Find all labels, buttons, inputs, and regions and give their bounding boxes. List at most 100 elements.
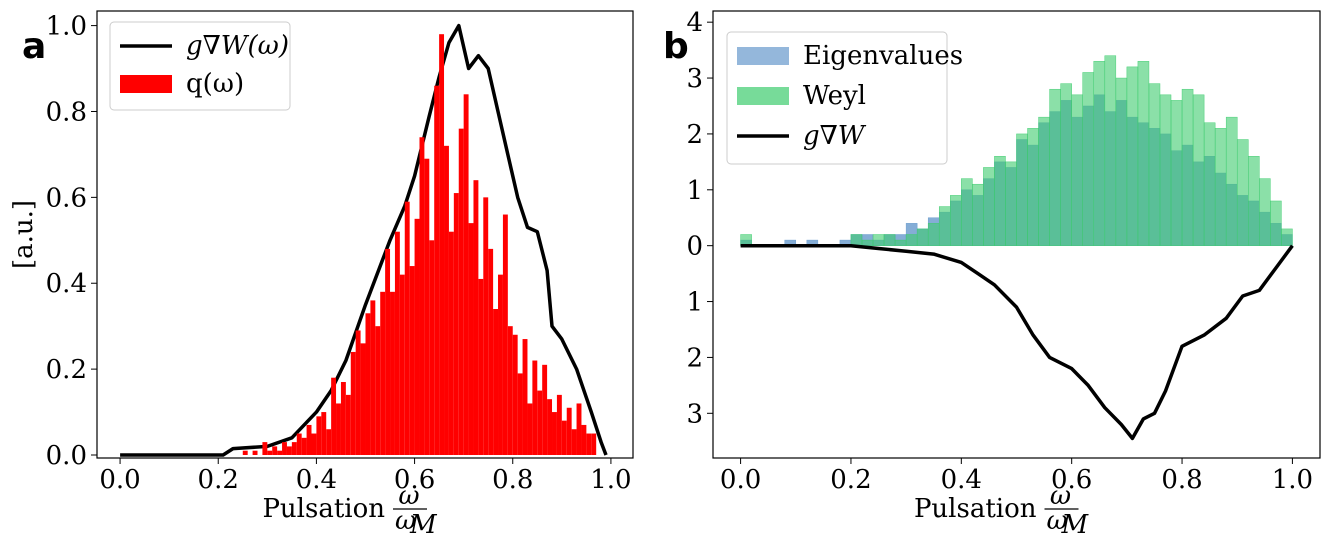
histogram-bar: [1203, 122, 1216, 246]
histogram-bar: [927, 223, 940, 246]
histogram-bar: [380, 291, 386, 455]
y-tick-label: 0.6: [46, 183, 87, 213]
x-tick-label: 1.0: [1272, 465, 1313, 495]
legend-label: q(ω): [186, 69, 244, 99]
histogram-bar: [1137, 61, 1150, 246]
y-tick-label: 2: [686, 343, 703, 373]
histogram-bar: [399, 274, 405, 455]
histogram-bar: [1248, 156, 1260, 246]
y-tick-label: 0.0: [46, 441, 87, 471]
y-tick-label: 0: [686, 232, 703, 262]
x-tick-label: 0.4: [941, 465, 982, 495]
histogram-bar: [458, 128, 464, 455]
histogram-bar: [1016, 133, 1028, 246]
legend-swatch: [737, 47, 789, 65]
legend-label: Weyl: [803, 81, 866, 111]
y-tick-label: 0.4: [46, 269, 87, 299]
histogram-bar: [493, 309, 499, 455]
histogram-bar: [850, 234, 863, 246]
histogram-bar: [1236, 139, 1249, 246]
histogram-bar: [375, 326, 381, 455]
x-tick-label: 0.6: [394, 465, 435, 495]
histogram-bar: [983, 167, 995, 246]
histogram-bar: [861, 239, 874, 246]
y-tick-label: 0.8: [46, 97, 87, 127]
histogram-bar: [355, 330, 361, 455]
histogram-bar: [517, 373, 523, 455]
histogram-bar: [1181, 88, 1194, 246]
histogram-bar: [434, 85, 440, 455]
x-tick-label: 0.4: [296, 465, 337, 495]
histogram-bar: [414, 218, 420, 455]
histogram-bar: [453, 193, 459, 455]
histogram-bar: [306, 424, 312, 455]
histogram-bar: [252, 450, 258, 455]
histogram-bar: [262, 442, 268, 455]
histogram-bar: [905, 234, 918, 246]
histogram-bar: [1281, 228, 1293, 246]
histogram-bar: [488, 248, 494, 455]
legend-label: Eigenvalues: [803, 41, 963, 71]
histogram-bar: [340, 381, 346, 455]
histogram-bar: [390, 291, 395, 455]
histogram-bar: [537, 390, 543, 455]
y-tick-label: 3: [686, 399, 703, 429]
histogram-bar: [1270, 200, 1282, 246]
histogram-bar: [527, 403, 533, 455]
histogram-bar: [394, 231, 400, 455]
histogram-bar: [1225, 116, 1238, 246]
y-tick-label: 2: [686, 120, 703, 150]
histogram-bar: [321, 412, 327, 455]
x-tick-label: 0.8: [1161, 465, 1202, 495]
histogram-bar: [345, 394, 351, 455]
x-label-denominator: ω: [1047, 506, 1068, 534]
y-axis-label: [a.u.]: [9, 200, 39, 269]
histogram-bar: [242, 450, 248, 455]
histogram-bar: [316, 416, 322, 455]
x-tick-label: 0.8: [492, 465, 533, 495]
histogram-bar: [385, 248, 391, 455]
histogram-bar: [429, 240, 435, 455]
histogram-bar: [311, 433, 317, 455]
histogram-bar: [586, 433, 592, 455]
histogram-bar: [1192, 94, 1205, 246]
histogram-bar: [1115, 77, 1128, 246]
histogram-bar: [444, 145, 449, 455]
y-tick-label: 0.2: [46, 355, 87, 385]
legend-swatch: [737, 87, 789, 105]
plot-frame: [712, 10, 1321, 459]
histogram-bar: [439, 34, 445, 455]
histogram-bar: [424, 158, 430, 455]
histogram-bar: [1027, 128, 1039, 246]
histogram-bar: [483, 197, 489, 455]
histogram-bar: [561, 420, 567, 455]
histogram-bar: [336, 403, 341, 455]
y-tick-label: 1.0: [46, 12, 87, 42]
histogram-bar: [581, 424, 587, 455]
histogram-bar: [552, 412, 557, 455]
x-label-denominator: ω: [395, 506, 416, 534]
histogram-bar: [478, 278, 484, 455]
histogram-bar: [1214, 128, 1227, 246]
histogram-bar: [498, 274, 503, 455]
histogram-bar: [916, 228, 929, 246]
histogram-bar: [1259, 178, 1271, 246]
histogram-bar: [409, 266, 415, 455]
histogram-bar: [370, 300, 376, 455]
y-tick-label: 4: [686, 8, 703, 38]
histogram-bar: [468, 223, 474, 455]
legend-swatch: [120, 75, 172, 93]
histogram-bar: [576, 403, 582, 455]
histogram-bar: [1038, 116, 1050, 246]
histogram-bar: [326, 429, 332, 455]
histogram-bar: [542, 364, 548, 455]
histogram-bar: [532, 360, 538, 455]
histogram-bar: [566, 407, 572, 455]
histogram-bar: [972, 183, 984, 246]
x-tick-label: 0.0: [720, 465, 761, 495]
histogram-bar: [419, 137, 425, 455]
histogram-bar: [950, 195, 962, 246]
histogram-bar: [1060, 83, 1072, 246]
